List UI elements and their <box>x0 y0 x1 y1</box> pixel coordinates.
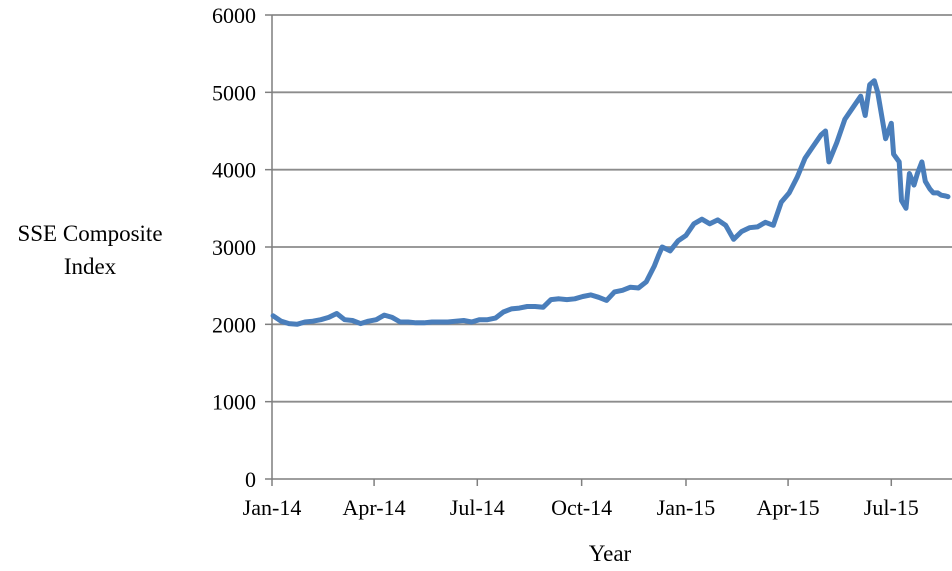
x-tick-label: Apr-15 <box>757 495 820 520</box>
y-tick-label: 6000 <box>212 3 256 28</box>
y-axis-label-line-1: SSE Composite <box>17 221 162 246</box>
y-tick-label: 0 <box>245 467 256 492</box>
y-axis-label-line-2: Index <box>64 254 117 279</box>
x-tick-label: Jul-15 <box>864 495 919 520</box>
x-tick-label: Oct-14 <box>551 495 612 520</box>
y-tick-label: 2000 <box>212 312 256 337</box>
y-tick-label: 1000 <box>212 390 256 415</box>
x-tick-labels: Jan-14 Apr-14 Jul-14 Oct-14 Jan-15 Apr-15 Jul-… <box>243 479 919 520</box>
y-tick-label: 5000 <box>212 80 256 105</box>
y-tick-labels: 0 1000 2000 3000 4000 5000 6000 <box>212 3 256 492</box>
x-tick-label: Apr-14 <box>343 495 406 520</box>
x-axis-label: Year <box>589 541 632 566</box>
series-line <box>270 78 951 327</box>
x-tick-label: Jan-14 <box>243 495 302 520</box>
y-tick-label: 3000 <box>212 235 256 260</box>
x-tick-label: Jan-15 <box>657 495 716 520</box>
gridlines <box>265 14 952 480</box>
y-tick-label: 4000 <box>212 158 256 183</box>
x-tick-label: Jul-14 <box>450 495 505 520</box>
